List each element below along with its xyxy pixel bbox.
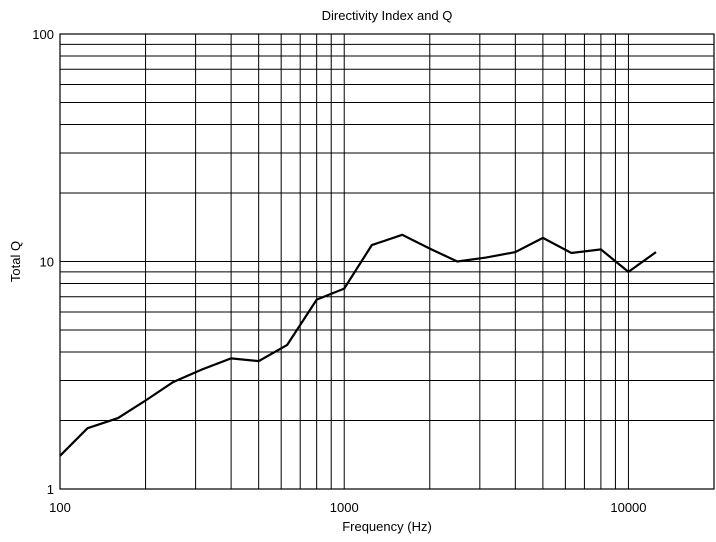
y-tick-label: 1 xyxy=(47,482,54,497)
y-tick-label: 100 xyxy=(32,27,54,42)
x-tick-label: 100 xyxy=(49,500,71,515)
y-tick-label: 10 xyxy=(40,255,54,270)
x-tick-label: 1000 xyxy=(330,500,359,515)
y-axis-label: Total Q xyxy=(8,241,23,282)
chart-title: Directivity Index and Q xyxy=(322,8,453,23)
x-axis-label: Frequency (Hz) xyxy=(342,519,432,534)
plot-frame xyxy=(59,33,715,490)
x-tick-label: 10000 xyxy=(610,500,646,515)
series-line xyxy=(59,233,657,457)
tick-labels: 100 1000 10000 1 10 100 xyxy=(32,27,646,515)
